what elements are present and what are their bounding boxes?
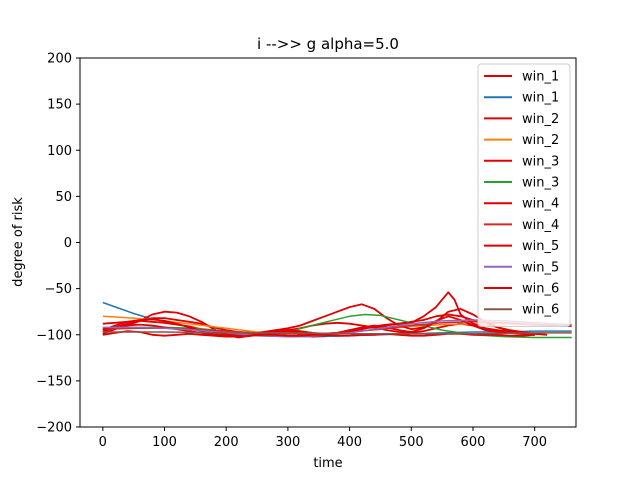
x-tick-label: 200 — [214, 435, 239, 450]
y-tick-label: −50 — [45, 282, 72, 297]
series-line-win-6-11 — [102, 331, 572, 335]
legend-entry: win_5 — [522, 239, 559, 254]
legend-entry: win_6 — [522, 303, 559, 318]
x-tick-label: 300 — [275, 435, 300, 450]
legend-entry: win_5 — [522, 260, 559, 275]
y-tick-label: 200 — [47, 52, 72, 67]
x-tick-label: 400 — [337, 435, 362, 450]
x-tick-label: 100 — [152, 435, 177, 450]
x-tick-label: 500 — [399, 435, 424, 450]
y-tick-label: 50 — [55, 190, 72, 205]
x-tick-label: 700 — [522, 435, 547, 450]
legend-entry: win_3 — [522, 154, 559, 169]
y-tick-label: −150 — [36, 374, 72, 389]
legend-entry: win_2 — [522, 112, 559, 127]
legend-entry: win_2 — [522, 133, 559, 148]
x-axis: 0 100 200 300 400 500 600 700 — [99, 427, 547, 450]
y-tick-label: −100 — [36, 328, 72, 343]
legend-entry: win_1 — [522, 91, 559, 106]
x-axis-label: time — [313, 456, 342, 471]
series-line-win-5-8 — [102, 291, 535, 338]
legend-entry: win_1 — [522, 70, 559, 85]
legend-entry: win_6 — [522, 282, 559, 297]
y-tick-label: 0 — [64, 236, 72, 251]
y-tick-label: 150 — [47, 98, 72, 113]
y-tick-label: −200 — [36, 421, 72, 436]
legend-frame — [477, 63, 571, 327]
x-tick-label: 600 — [461, 435, 486, 450]
y-axis-label: degree of risk — [11, 197, 26, 287]
legend-entry: win_3 — [522, 176, 559, 191]
y-tick-label: 100 — [47, 144, 72, 159]
y-axis: −200 −150 −100 −50 0 50 100 150 200 — [36, 52, 80, 436]
legend-entry: win_4 — [522, 197, 559, 212]
legend-entry: win_4 — [522, 218, 559, 233]
x-tick-label: 0 — [99, 435, 107, 450]
legend: win_1 win_1 win_2 win_2 win_3 win_3 win_4 win_4… — [477, 63, 571, 327]
chart-title: i -->> g alpha=5.0 — [257, 35, 399, 53]
